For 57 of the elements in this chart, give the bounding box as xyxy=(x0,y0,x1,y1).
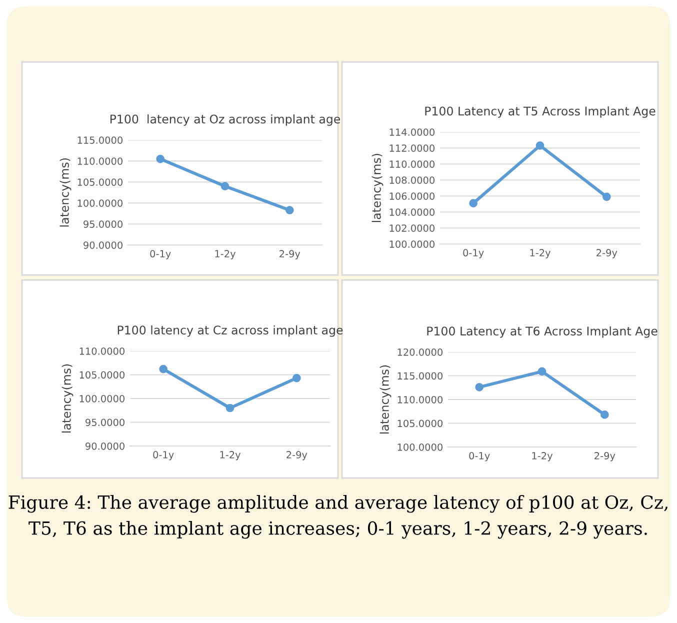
y-tick-label: 95.0000 xyxy=(86,418,124,426)
y-axis-title: latency(ms) xyxy=(372,154,384,222)
x-tick-label: 0-1y xyxy=(153,451,174,460)
point xyxy=(156,154,164,164)
y-tick-label: 90.0000 xyxy=(84,241,122,249)
y-axis-title: latency(ms) xyxy=(62,364,74,432)
y-tick-label: 110.0000 xyxy=(390,160,434,168)
chart-title: P100 Latency at T5 Across Implant Age xyxy=(425,106,656,118)
x-tick-label: 2-9y xyxy=(594,452,616,462)
x-tick-label: 1-2y xyxy=(530,249,551,258)
point xyxy=(159,364,168,374)
y-tick-label: 100.0000 xyxy=(398,443,442,451)
y-tick-label: 115.0000 xyxy=(398,372,442,380)
chart-title: P100 latency at Cz across implant age xyxy=(118,325,343,337)
chart-title: P100 latency at Oz across implant age xyxy=(110,114,340,126)
x-tick-label: 0-1y xyxy=(469,452,490,462)
point xyxy=(536,141,544,150)
x-tick-label: 2-9y xyxy=(280,250,300,260)
x-tick-label: 1-2y xyxy=(215,250,236,260)
point xyxy=(286,206,294,214)
y-tick-label: 95.0000 xyxy=(84,220,122,228)
y-tick-label: 100.0000 xyxy=(78,199,122,207)
point xyxy=(226,404,234,412)
y-tick-label: 110.0000 xyxy=(398,396,442,404)
y-axis-title: latency(ms) xyxy=(380,365,392,434)
y-tick-label: 100.0000 xyxy=(80,394,124,402)
chart-title: P100 Latency at T6 Across Implant Age xyxy=(427,326,658,338)
caption: Figure 4: The average amplitude and average latency of p100 at Oz, Cz, T5, T6 as the implant age increases; 0-1 years, 1-2 years, 2-9 years. xyxy=(8,495,668,539)
x-tick-label: 2-9y xyxy=(286,451,308,460)
y-tick-label: 110.0000 xyxy=(80,347,124,355)
x-tick-label: 1-2y xyxy=(532,452,553,462)
point xyxy=(602,192,611,201)
point xyxy=(469,199,478,208)
point xyxy=(220,182,230,190)
y-tick-label: 114.0000 xyxy=(390,128,434,136)
y-tick-label: 120.0000 xyxy=(398,348,442,356)
x-tick-label: 0-1y xyxy=(150,250,171,260)
y-tick-label: 90.0000 xyxy=(86,442,124,450)
y-axis-title: latency(ms) xyxy=(60,158,72,226)
y-tick-label: 105.0000 xyxy=(80,371,124,379)
point xyxy=(600,410,609,419)
y-tick-label: 106.0000 xyxy=(390,192,434,200)
point xyxy=(538,367,546,376)
y-tick-label: 115.0000 xyxy=(78,136,122,144)
y-tick-label: 112.0000 xyxy=(390,144,434,152)
y-tick-label: 105.0000 xyxy=(398,420,442,428)
y-tick-label: 102.0000 xyxy=(390,224,434,232)
y-tick-label: 110.0000 xyxy=(78,157,122,165)
x-tick-label: 2-9y xyxy=(596,249,618,258)
x-tick-label: 0-1y xyxy=(463,249,484,258)
point xyxy=(475,382,484,392)
y-tick-label: 104.0000 xyxy=(390,208,434,216)
y-tick-label: 108.0000 xyxy=(390,176,434,184)
y-tick-label: 100.0000 xyxy=(390,240,434,248)
point xyxy=(292,374,301,382)
y-tick-label: 105.0000 xyxy=(78,178,122,186)
x-tick-label: 1-2y xyxy=(220,451,241,460)
